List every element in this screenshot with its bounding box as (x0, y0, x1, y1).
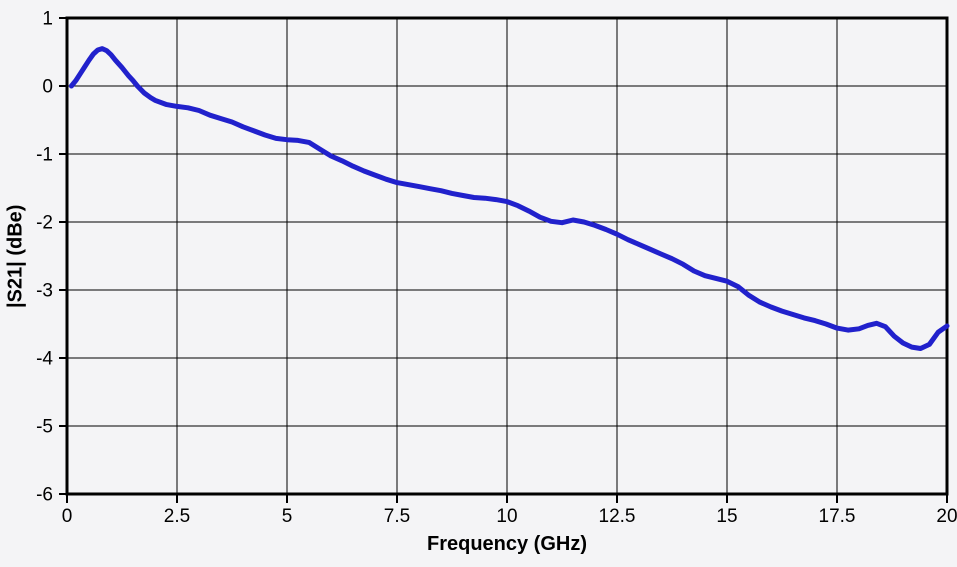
y-tick-label: 0 (42, 77, 53, 98)
x-tick-label: 20 (936, 506, 957, 527)
y-tick-label: -2 (36, 213, 53, 234)
x-tick-label: 15 (716, 506, 737, 527)
x-tick-label: 17.5 (819, 506, 856, 527)
x-tick-label: 12.5 (599, 506, 636, 527)
y-tick-label: -6 (36, 485, 53, 506)
y-axis-title: |S21| (dBe) (4, 204, 27, 308)
y-tick-label: -3 (36, 281, 53, 302)
y-tick-label: -1 (36, 145, 53, 166)
x-axis-title: Frequency (GHz) (426, 533, 588, 555)
plot-border (65, 16, 949, 496)
y-tick-label: -5 (36, 417, 53, 438)
y-tick-label: -4 (36, 349, 53, 370)
y-tick-label: 1 (42, 9, 53, 30)
s21-data-line (68, 46, 950, 351)
x-tick-label: 2.5 (164, 506, 190, 527)
x-tick-label: 7.5 (384, 506, 410, 527)
x-tick-label: 0 (62, 506, 73, 527)
x-tick-label: 10 (496, 506, 517, 527)
x-tick-label: 5 (282, 506, 293, 527)
